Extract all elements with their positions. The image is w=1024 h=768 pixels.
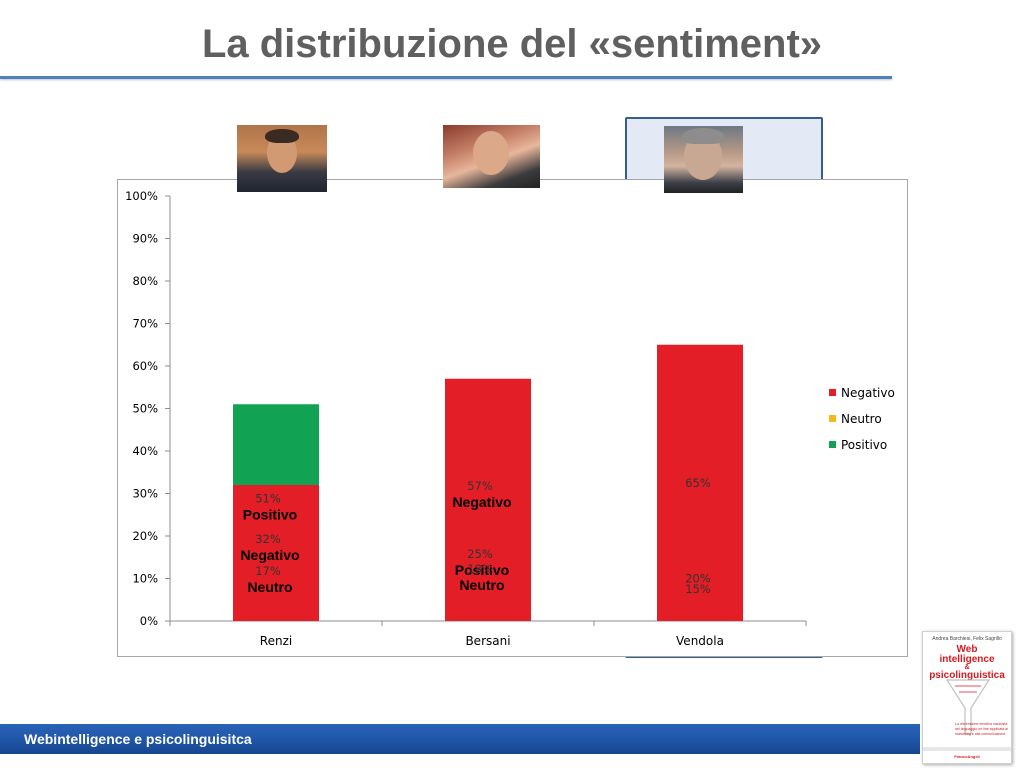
x-tick-label: Vendola: [676, 634, 724, 648]
legend-label-negativo: Negativo: [841, 386, 895, 400]
series-annotation: Neutro: [459, 577, 504, 593]
y-tick-label: 100%: [125, 189, 158, 203]
bersani-photo: [443, 125, 540, 188]
data-label: 17%: [255, 564, 281, 578]
data-label: 32%: [255, 532, 281, 546]
book-title: Web intelligence & psicolinguistica: [923, 645, 1011, 681]
book-base-strip: [923, 747, 1011, 751]
funnel-icon: [945, 679, 991, 735]
y-tick-label: 0%: [140, 614, 158, 628]
footer-bar: [0, 724, 920, 754]
data-label: 25%: [467, 547, 493, 561]
y-tick-label: 20%: [132, 529, 158, 543]
y-tick-label: 70%: [132, 317, 158, 331]
legend-swatch-negativo: [829, 389, 836, 396]
y-tick-label: 30%: [132, 487, 158, 501]
series-annotation: Negativo: [452, 494, 511, 510]
book-title-line2: intelligence: [939, 654, 995, 665]
renzi-photo: [237, 125, 327, 192]
book-publisher: FrancoAngeli: [954, 754, 980, 759]
legend-label-neutro: Neutro: [841, 412, 882, 426]
bar-negativo-vendola: [657, 344, 743, 621]
y-tick-label: 40%: [132, 444, 158, 458]
book-authors: Andrea Barchiesi, Felix Sagrillo: [932, 636, 1002, 642]
y-tick-label: 90%: [132, 232, 158, 246]
book-subtitle: La dimensione emotiva nascosta del lingu…: [955, 722, 1008, 736]
bar-negativo-bersani: [445, 378, 531, 621]
bar-negativo-renzi: [233, 485, 319, 621]
data-label: 51%: [255, 492, 281, 506]
legend-label-positivo: Positivo: [841, 438, 887, 452]
title-underline: [0, 76, 892, 79]
data-label: 20%: [685, 572, 711, 586]
x-tick-label: Renzi: [260, 634, 292, 648]
y-tick-label: 50%: [132, 402, 158, 416]
series-annotation: Positivo: [243, 507, 297, 523]
data-label: 18%: [467, 562, 493, 576]
book-cover: Andrea Barchiesi, Felix Sagrillo Web int…: [922, 631, 1012, 764]
slide-title: La distribuzione del «sentiment»: [201, 22, 823, 66]
book-title-amp: &: [964, 664, 970, 671]
y-tick-label: 60%: [132, 359, 158, 373]
vendola-photo: [664, 126, 743, 193]
series-annotation: Positivo: [455, 562, 509, 578]
data-label: 15%: [685, 582, 711, 596]
series-annotation: Neutro: [247, 579, 292, 595]
book-title-line3: psicolinguistica: [929, 670, 1005, 681]
y-tick-label: 10%: [132, 572, 158, 586]
x-tick-label: Bersani: [465, 634, 510, 648]
book-title-line1: Web: [956, 644, 978, 655]
footer-text: Webintelligence e psicolinguisitca: [24, 731, 252, 747]
legend-swatch-neutro: [829, 415, 836, 422]
data-label: 65%: [685, 476, 711, 490]
y-tick-label: 80%: [132, 274, 158, 288]
series-annotation: Negativo: [240, 547, 299, 563]
data-label: 57%: [467, 479, 493, 493]
legend-swatch-positivo: [829, 441, 836, 448]
